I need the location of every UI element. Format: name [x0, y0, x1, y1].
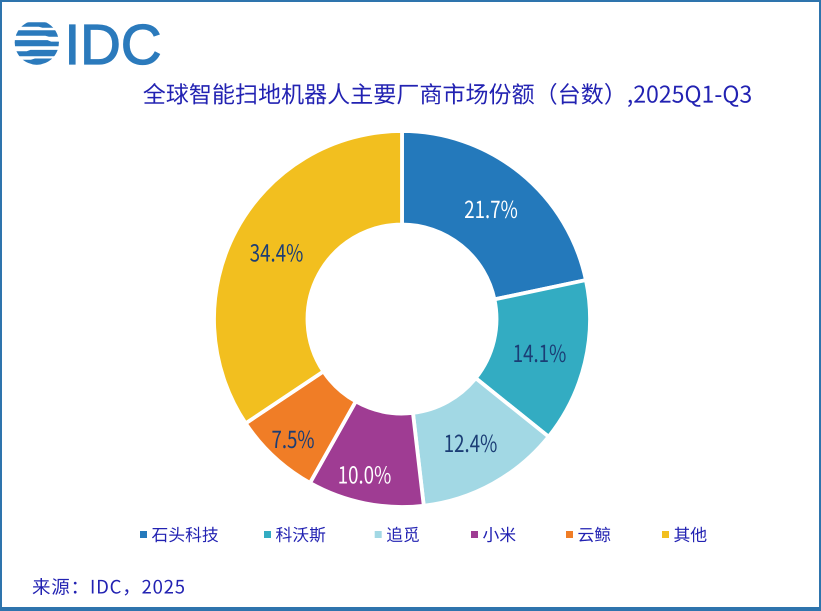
svg-text:IDC: IDC — [65, 13, 162, 76]
